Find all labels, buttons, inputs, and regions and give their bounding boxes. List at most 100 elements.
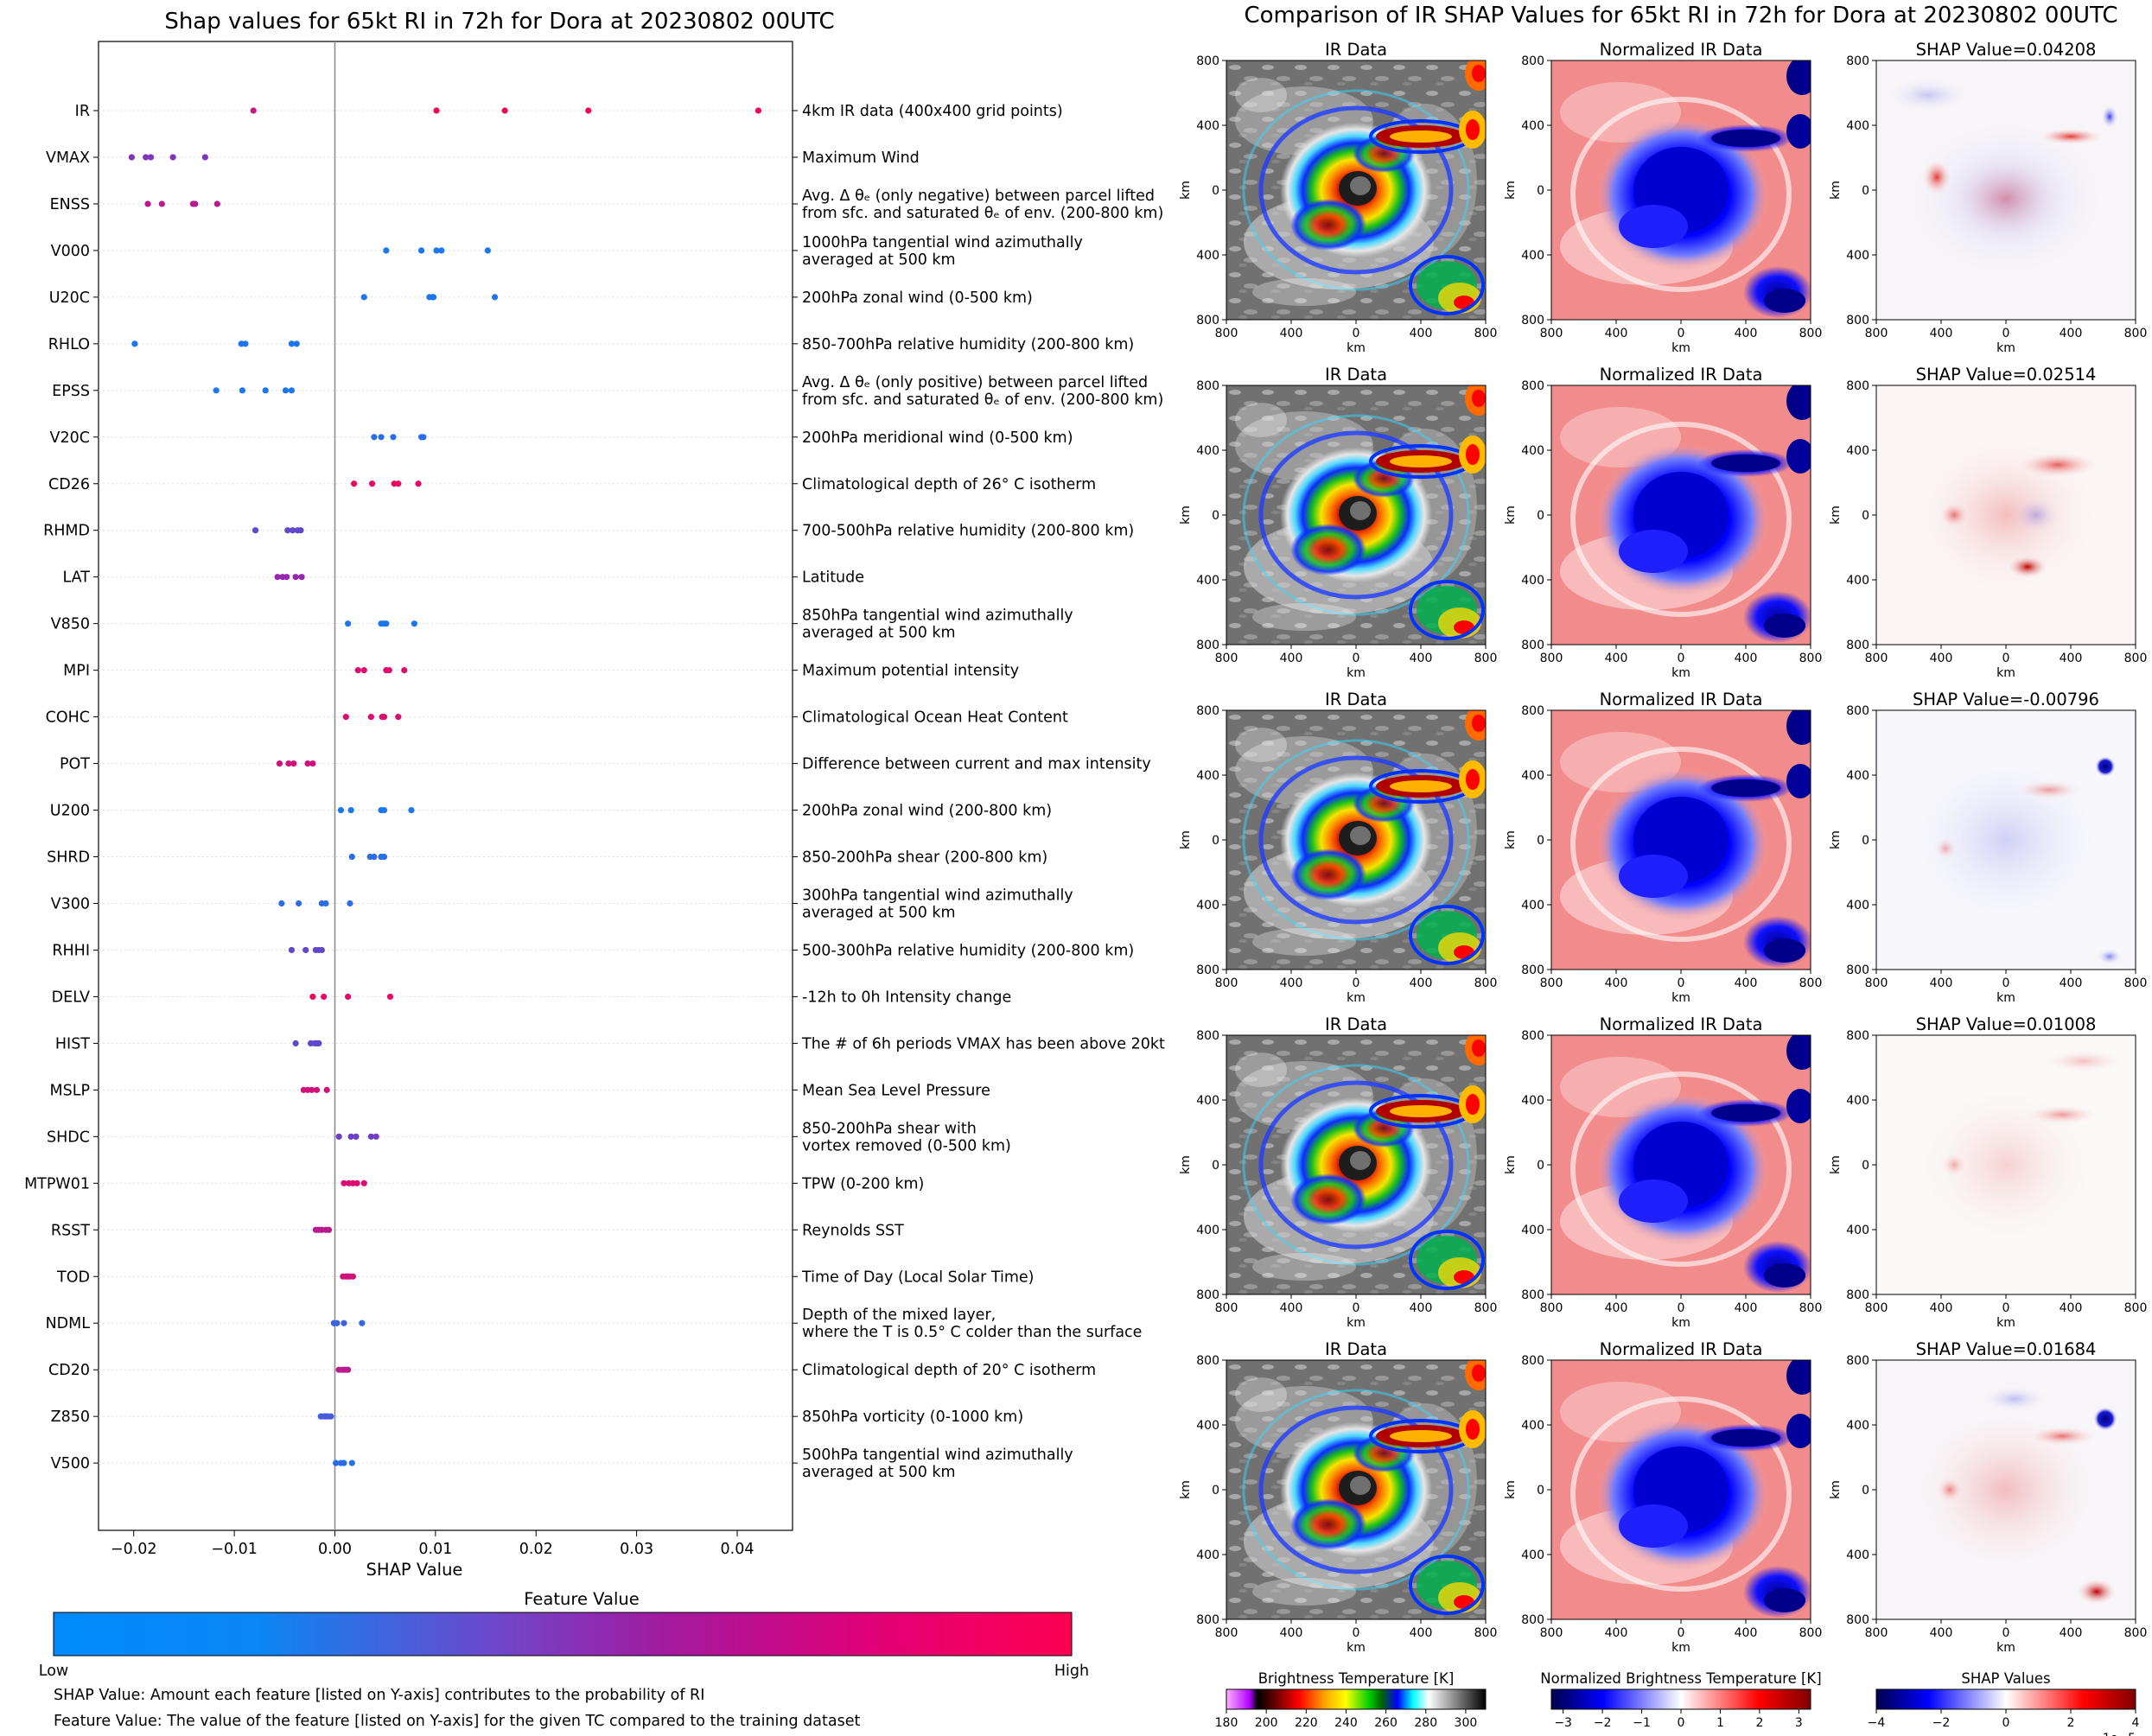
feature-desc-hist: The # of 6h periods VMAX has been above …: [801, 1035, 1165, 1052]
feature-label-v000: V000: [51, 243, 90, 260]
panel-xtick-label: 400: [2060, 1626, 2083, 1640]
panel-xtick-label: 800: [1799, 976, 1823, 990]
feature-desc-vmax: Maximum Wind: [802, 149, 920, 167]
feature-desc-z850: 850hPa vorticity (0-1000 km): [802, 1409, 1023, 1426]
colorbar-2: Normalized Brightness Temperature [K] −3 −…: [1540, 1670, 1821, 1730]
shap-point: [341, 1319, 347, 1326]
panel-xtick-label: 800: [2124, 652, 2148, 665]
panel-ytick-label: 800: [1196, 1288, 1219, 1302]
panel-ytick-label: 800: [1846, 963, 1869, 977]
panel-title: Normalized IR Data: [1600, 1014, 1763, 1034]
panel-xtick-label: 400: [1930, 1626, 1953, 1640]
panel-r2-c3: SHAP Value=0.02514 800 400 0 400 800 km 800 400 0…: [1829, 365, 2147, 680]
panel-xtick-label: 400: [1735, 652, 1758, 665]
panel-r1-c2: Normalized IR Data 800 400 0 400 800 km 800 400 0…: [1504, 40, 1822, 355]
panel-ytick-label: 400: [1196, 1548, 1219, 1562]
shap-point: [144, 200, 151, 207]
shap-image: [1876, 1035, 2136, 1294]
panel-xlabel: km: [1671, 666, 1690, 680]
shap-point: [192, 200, 199, 207]
plot-frame: [98, 41, 793, 1531]
panel-ytick-label: 400: [1521, 769, 1544, 783]
panel-xlabel: km: [1996, 341, 2015, 355]
shap-point: [380, 853, 388, 861]
feature-desc-ndml: where the T is 0.5° C colder than the su…: [802, 1324, 1142, 1341]
xtick-label: 0.01: [418, 1541, 452, 1558]
panel-xtick-label: 800: [1474, 327, 1498, 340]
panel-xtick-label: 0: [1678, 327, 1685, 340]
colorbar-title: Normalized Brightness Temperature [K]: [1540, 1670, 1821, 1687]
colorbar-bar: [1226, 1688, 1487, 1710]
shap-point: [290, 760, 297, 767]
panel-title: IR Data: [1325, 1339, 1387, 1359]
ir-image: [1226, 1356, 1493, 1619]
shap-point: [368, 480, 376, 487]
shap-point: [354, 667, 361, 674]
panel-ytick-label: 400: [1846, 1094, 1869, 1108]
colorbar-tick-label: 4: [2132, 1716, 2140, 1730]
feature-label-mtpw01: MTPW01: [24, 1175, 90, 1192]
panel-xtick-label: 400: [1410, 1626, 1433, 1640]
shap-point: [341, 1180, 347, 1186]
panel-r2-c2: Normalized IR Data 800 400 0 400 800 km 800 400 0…: [1504, 365, 1822, 680]
panel-title: Normalized IR Data: [1600, 365, 1763, 385]
panel-ylabel: km: [1179, 506, 1193, 525]
panel-ytick-label: 400: [1846, 1224, 1869, 1237]
panel-ytick-label: 400: [1521, 574, 1544, 588]
panel-title: SHAP Value=0.01008: [1916, 1014, 2097, 1034]
panel-xtick-label: 400: [1410, 327, 1433, 340]
feature-label-v20c: V20C: [50, 429, 90, 447]
panel-ylabel: km: [1179, 1480, 1193, 1499]
colorbar-1: Brightness Temperature [K] 180 200 220 240 26…: [1215, 1670, 1487, 1730]
panel-title: IR Data: [1325, 365, 1387, 385]
shap-point: [337, 806, 345, 814]
shap-image: [1876, 1360, 2136, 1619]
shap-point: [385, 667, 392, 674]
colorbar-tick-label: 240: [1334, 1716, 1358, 1730]
feature-label-rhhi: RHHI: [52, 942, 90, 959]
feature-value-colorbar: Feature Value Low High: [39, 1589, 1089, 1680]
panel-xtick-label: 0: [1353, 652, 1360, 665]
panel-xtick-label: 400: [1280, 327, 1303, 340]
panel-r4-c2: Normalized IR Data 800 400 0 400 800 km 800 400 0…: [1504, 1014, 1822, 1330]
panel-ytick-label: 800: [1196, 704, 1219, 718]
panel-ytick-label: 800: [1846, 379, 1869, 393]
xtick-label: −0.01: [211, 1541, 258, 1558]
panel-xlabel: km: [1671, 341, 1690, 355]
panel-ylabel: km: [1504, 1155, 1518, 1174]
panel-xtick-label: 800: [1215, 1626, 1238, 1640]
shap-point: [390, 434, 397, 441]
shap-point: [353, 1133, 360, 1140]
panel-ytick-label: 400: [1846, 899, 1869, 913]
colorbar-gradient: [53, 1612, 1073, 1657]
panel-ytick-label: 400: [1521, 1224, 1544, 1237]
shap-point: [323, 1086, 330, 1093]
panel-ytick-label: 400: [1846, 574, 1869, 588]
shap-point: [292, 574, 299, 581]
shap-point: [350, 480, 358, 487]
panel-ylabel: km: [1829, 181, 1843, 200]
panel-xtick-label: 800: [1799, 1626, 1823, 1640]
shap-point: [201, 154, 208, 161]
shap-point: [334, 1319, 341, 1326]
panel-xtick-label: 800: [1215, 1301, 1238, 1315]
panel-ytick-label: 400: [1521, 1419, 1544, 1433]
feature-desc-rhmd: 700-500hPa relative humidity (200-800 km…: [802, 523, 1134, 540]
shap-point: [383, 620, 390, 627]
feature-label-enss: ENSS: [50, 196, 90, 213]
shap-point: [348, 853, 355, 861]
panel-xtick-label: 400: [1410, 1301, 1433, 1315]
shap-point: [325, 1226, 333, 1233]
shap-point: [360, 294, 367, 301]
ir-image: [1226, 381, 1493, 645]
shap-point: [251, 527, 259, 534]
feature-label-u200: U200: [50, 803, 90, 820]
shap-point: [353, 1180, 360, 1186]
panel-title: SHAP Value=0.01684: [1916, 1339, 2097, 1359]
shap-point: [491, 294, 499, 301]
feature-desc-shdc: 850-200hPa shear with: [802, 1120, 977, 1137]
shap-point: [322, 900, 329, 907]
panel-title: Normalized IR Data: [1600, 690, 1763, 709]
feature-desc-pot: Difference between current and max inten…: [802, 756, 1151, 773]
left-title: Shap values for 65kt RI in 72h for Dora …: [164, 9, 834, 35]
